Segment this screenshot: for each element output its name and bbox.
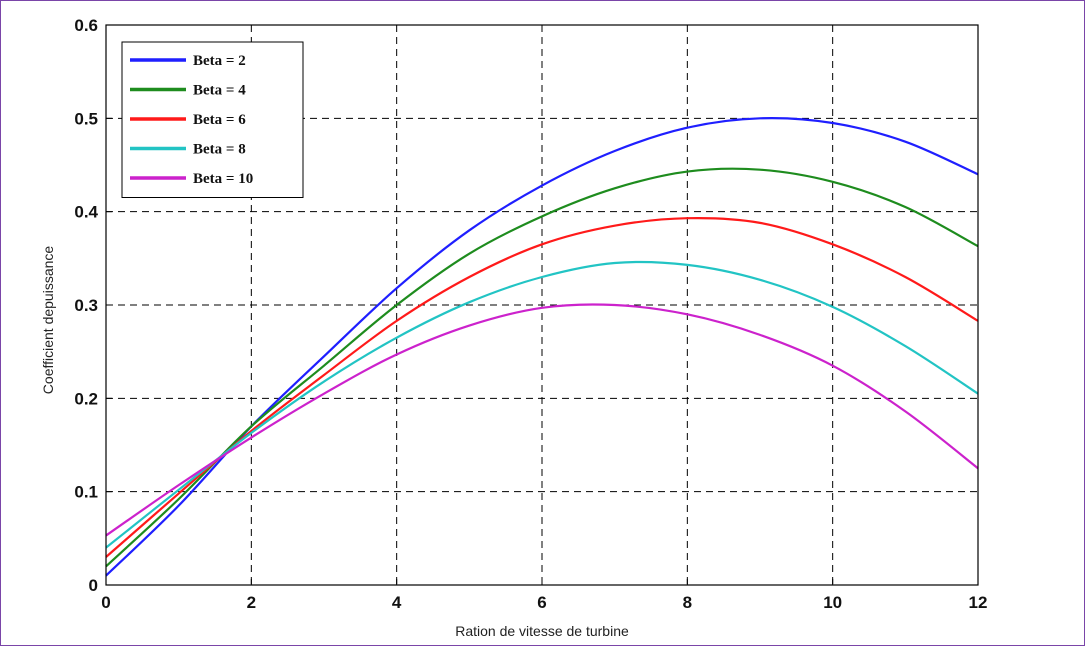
x-tick-label: 6 [537,593,546,612]
legend-label: Beta = 2 [193,53,246,69]
legend-label: Beta = 6 [193,112,246,128]
tick-labels: 0 2 4 6 8 10 12 0 0.1 0.2 0.3 0.4 0.5 0.6 [74,16,987,612]
y-tick-label: 0.6 [74,16,98,35]
legend-label: Beta = 10 [193,171,253,187]
legend: Beta = 2 Beta = 4 Beta = 6 Beta = 8 Beta = 1… [121,41,304,198]
series-line-beta-3 [105,260,979,549]
legend-box [121,41,304,198]
series-line-beta-2 [105,216,979,558]
y-tick-label: 0.4 [74,203,98,222]
series-line-beta-4 [105,303,979,537]
legend-label: Beta = 4 [193,83,246,99]
y-tick-label: 0.1 [74,483,98,502]
x-tick-label: 10 [823,593,842,612]
plot-area-border [105,24,979,586]
x-axis-label: Ration de vitesse de turbine [455,623,629,639]
x-tick-label: 2 [247,593,256,612]
series-line-beta-1 [105,167,979,568]
x-tick-label: 12 [969,593,988,612]
y-tick-label: 0 [89,576,98,595]
y-tick-label: 0.2 [74,389,98,408]
x-tick-label: 0 [101,593,110,612]
y-axis-label: Coefficient depuissance [40,246,56,395]
y-tick-label: 0.3 [74,296,98,315]
legend-label: Beta = 8 [193,142,246,158]
y-tick-label: 0.5 [74,109,98,128]
series-lines [105,117,979,577]
x-tick-label: 4 [392,593,402,612]
x-tick-label: 8 [683,593,692,612]
